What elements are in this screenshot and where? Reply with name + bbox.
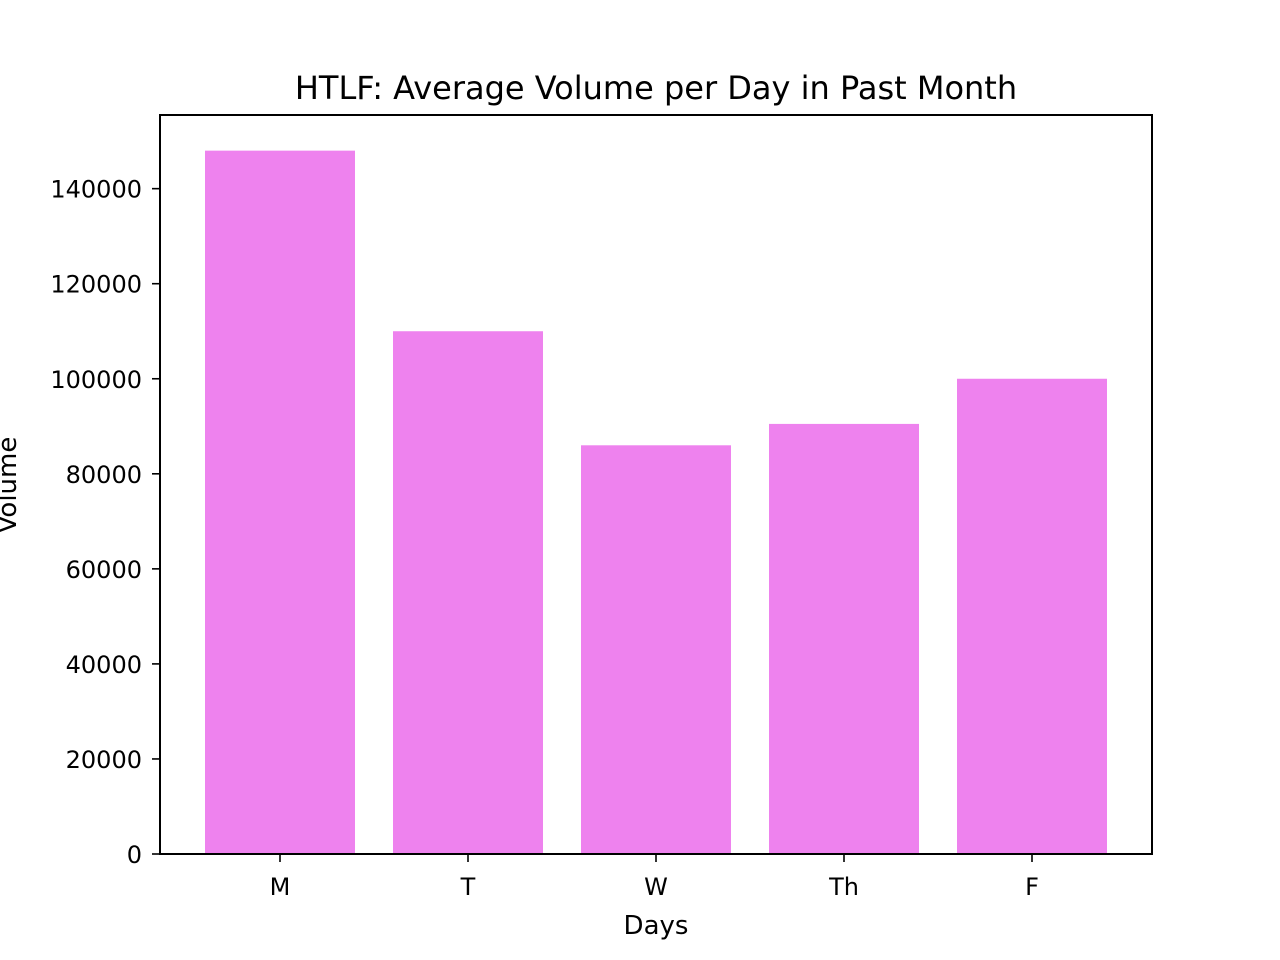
x-tick-label: Th bbox=[828, 873, 859, 901]
x-tick-label: F bbox=[1025, 873, 1039, 901]
y-tick-label: 20000 bbox=[66, 746, 142, 774]
bar-f bbox=[957, 378, 1107, 854]
y-tick-label: 0 bbox=[127, 841, 142, 869]
bar-w bbox=[581, 445, 731, 854]
bar-m bbox=[205, 150, 355, 855]
y-tick-label: 40000 bbox=[66, 651, 142, 679]
x-tick-label: T bbox=[460, 873, 476, 901]
chart-title: HTLF: Average Volume per Day in Past Mon… bbox=[295, 69, 1017, 107]
x-axis-ticks: M T W Th F bbox=[270, 854, 1039, 901]
y-tick-label: 60000 bbox=[66, 556, 142, 584]
y-axis-ticks: 0 20000 40000 60000 80000 100000 120000 140000 bbox=[50, 176, 160, 869]
y-tick-label: 140000 bbox=[50, 176, 142, 204]
bar-t bbox=[393, 331, 543, 854]
x-tick-label: M bbox=[270, 873, 291, 901]
y-tick-label: 100000 bbox=[50, 366, 142, 394]
bar-th bbox=[769, 423, 919, 854]
y-tick-label: 80000 bbox=[66, 461, 142, 489]
y-tick-label: 120000 bbox=[50, 271, 142, 299]
plot-frame bbox=[159, 114, 1153, 855]
bars-group bbox=[205, 150, 1107, 855]
y-axis-label: Volume bbox=[0, 437, 23, 534]
x-tick-label: W bbox=[644, 873, 668, 901]
x-axis-label: Days bbox=[624, 911, 689, 941]
